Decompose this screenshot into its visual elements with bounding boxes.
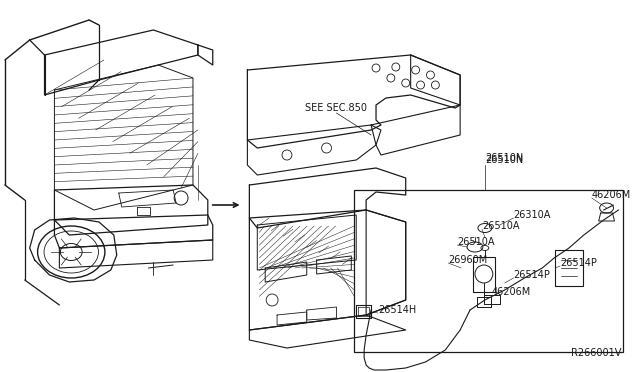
Text: 46206M: 46206M [592,190,631,200]
Text: 26960M: 26960M [448,255,488,265]
Text: 26510A: 26510A [457,237,495,247]
Text: 26510A: 26510A [482,221,520,231]
Text: R266001V: R266001V [571,348,621,358]
Text: 26510N: 26510N [485,153,523,163]
Text: 26514H: 26514H [378,305,416,315]
Text: 26514P: 26514P [513,270,550,280]
Bar [355,190,623,352]
Text: 26510N: 26510N [485,155,523,165]
Text: 26310A: 26310A [513,210,551,220]
Text: 26514P: 26514P [560,258,597,268]
Text: 46206M: 46206M [492,287,531,297]
Text: SEE SEC.850: SEE SEC.850 [305,103,367,113]
